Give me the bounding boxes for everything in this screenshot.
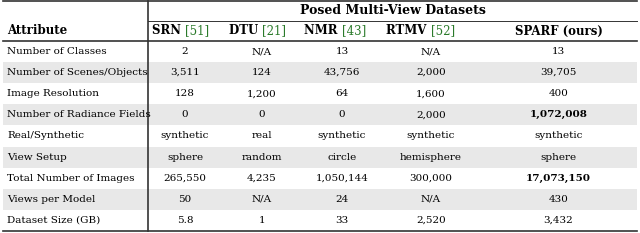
Text: Number of Scenes/Objects: Number of Scenes/Objects (7, 68, 148, 77)
Text: Image Resolution: Image Resolution (7, 89, 99, 98)
Text: 1,600: 1,600 (416, 89, 446, 98)
Text: hemisphere: hemisphere (400, 153, 462, 162)
Text: 300,000: 300,000 (410, 174, 452, 183)
Text: RTMV: RTMV (387, 24, 431, 38)
Text: 0: 0 (339, 110, 346, 119)
Text: 2,000: 2,000 (416, 68, 446, 77)
Text: Number of Classes: Number of Classes (7, 47, 107, 56)
Text: SRN: SRN (152, 24, 185, 38)
Text: Views per Model: Views per Model (7, 195, 95, 204)
Text: [43]: [43] (342, 24, 366, 38)
Text: synthetic: synthetic (161, 131, 209, 140)
Text: 39,705: 39,705 (540, 68, 577, 77)
Bar (3, 147, 637, 168)
Bar (3, 104, 637, 125)
Text: synthetic: synthetic (534, 131, 582, 140)
Text: [52]: [52] (431, 24, 455, 38)
Text: 3,511: 3,511 (170, 68, 200, 77)
Text: Attribute: Attribute (7, 24, 67, 38)
Text: 2: 2 (182, 47, 188, 56)
Text: [51]: [51] (185, 24, 209, 38)
Text: 0: 0 (182, 110, 188, 119)
Bar (3, 189, 637, 210)
Text: 13: 13 (552, 47, 565, 56)
Text: sphere: sphere (167, 153, 203, 162)
Text: N/A: N/A (421, 195, 441, 204)
Text: SPARF (ours): SPARF (ours) (515, 24, 602, 38)
Text: 50: 50 (179, 195, 191, 204)
Text: 43,756: 43,756 (324, 68, 360, 77)
Text: View Setup: View Setup (7, 153, 67, 162)
Text: 64: 64 (335, 89, 349, 98)
Text: 2,000: 2,000 (416, 110, 446, 119)
Text: 0: 0 (259, 110, 266, 119)
Text: Posed Multi-View Datasets: Posed Multi-View Datasets (300, 4, 485, 17)
Text: 400: 400 (548, 89, 568, 98)
Text: 1,200: 1,200 (247, 89, 277, 98)
Text: 2,520: 2,520 (416, 216, 446, 225)
Text: N/A: N/A (252, 47, 272, 56)
Text: Number of Radiance Fields: Number of Radiance Fields (7, 110, 151, 119)
Text: N/A: N/A (252, 195, 272, 204)
Text: synthetic: synthetic (318, 131, 366, 140)
Text: N/A: N/A (421, 47, 441, 56)
Text: 17,073,150: 17,073,150 (526, 174, 591, 183)
Text: 1,050,144: 1,050,144 (316, 174, 369, 183)
Text: 3,432: 3,432 (543, 216, 573, 225)
Text: sphere: sphere (540, 153, 577, 162)
Text: real: real (252, 131, 272, 140)
Text: 1: 1 (259, 216, 266, 225)
Text: synthetic: synthetic (407, 131, 455, 140)
Text: 124: 124 (252, 68, 272, 77)
Text: 24: 24 (335, 195, 349, 204)
Text: 13: 13 (335, 47, 349, 56)
Text: DTU: DTU (228, 24, 262, 38)
Text: Dataset Size (GB): Dataset Size (GB) (7, 216, 100, 225)
Text: Total Number of Images: Total Number of Images (7, 174, 134, 183)
Text: [21]: [21] (262, 24, 286, 38)
Text: 1,072,008: 1,072,008 (529, 110, 588, 119)
Text: random: random (242, 153, 282, 162)
Text: NMR: NMR (305, 24, 342, 38)
Bar (3, 62, 637, 83)
Text: 265,550: 265,550 (163, 174, 207, 183)
Text: 5.8: 5.8 (177, 216, 193, 225)
Text: 4,235: 4,235 (247, 174, 277, 183)
Text: 430: 430 (548, 195, 568, 204)
Text: Real/Synthetic: Real/Synthetic (7, 131, 84, 140)
Text: 33: 33 (335, 216, 349, 225)
Text: 128: 128 (175, 89, 195, 98)
Text: circle: circle (328, 153, 356, 162)
